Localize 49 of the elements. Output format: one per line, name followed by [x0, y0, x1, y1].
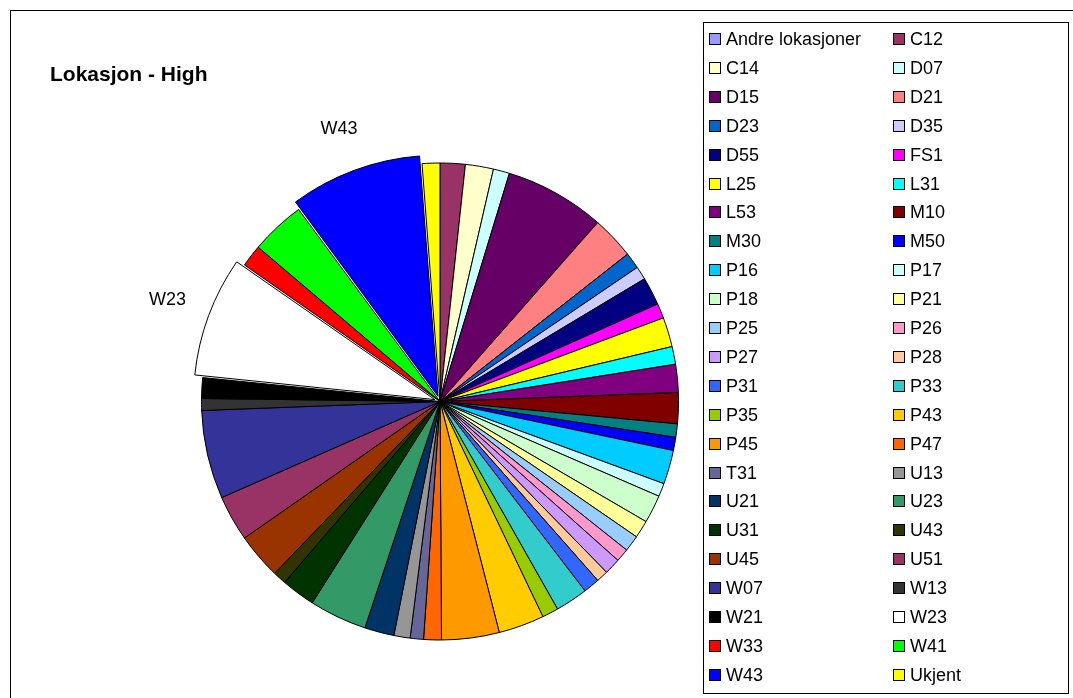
legend-label: W21 — [726, 607, 764, 627]
legend-label: D07 — [910, 57, 944, 78]
legend-label: U43 — [910, 520, 944, 541]
legend-label: FS1 — [910, 144, 944, 165]
legend-label: U45 — [726, 549, 760, 570]
legend-label: U21 — [726, 491, 760, 512]
legend-label: P33 — [910, 375, 943, 396]
legend-label: L25 — [726, 173, 757, 194]
legend-label: P17 — [910, 260, 943, 281]
legend-label: P31 — [726, 375, 759, 396]
legend-label: U31 — [726, 520, 760, 541]
legend-label: P28 — [910, 346, 943, 367]
legend-label: P25 — [726, 318, 759, 338]
legend-label: P18 — [726, 289, 759, 310]
legend-label: D35 — [910, 115, 944, 136]
legend-label: W07 — [726, 578, 764, 599]
slice-label: W43 — [320, 118, 358, 139]
legend-label: P43 — [910, 404, 943, 425]
legend-label: U23 — [910, 491, 944, 512]
legend-label: P27 — [726, 346, 759, 367]
legend-label: W33 — [726, 635, 764, 656]
legend-label: Andre lokasjoner — [726, 29, 862, 49]
legend-label: P47 — [910, 433, 943, 454]
legend-label: D55 — [726, 144, 760, 165]
legend-label: M50 — [910, 231, 946, 252]
legend-label: U13 — [910, 462, 944, 483]
legend-label: D15 — [726, 86, 760, 107]
slice-label: W23 — [149, 289, 187, 310]
legend-label: W43 — [726, 664, 764, 685]
legend-label: P16 — [726, 260, 759, 281]
text: Lokasjon - High — [50, 62, 208, 86]
legend-label: W23 — [910, 607, 948, 627]
legend-label: M10 — [910, 202, 946, 223]
legend-label: D23 — [726, 115, 760, 136]
legend-label: L31 — [910, 173, 941, 194]
legend-label: W41 — [910, 635, 948, 656]
legend-label: L53 — [726, 202, 757, 223]
legend-label: D21 — [910, 86, 944, 107]
legend-label: T31 — [726, 462, 758, 483]
legend-label: C12 — [910, 29, 944, 49]
legend-label: M30 — [726, 231, 762, 252]
legend-label: P21 — [910, 289, 943, 310]
legend-label: Ukjent — [910, 664, 962, 685]
legend-label: U51 — [910, 549, 944, 570]
legend-label: P35 — [726, 404, 759, 425]
legend-label: C14 — [726, 57, 760, 78]
legend-label: P26 — [910, 318, 943, 338]
legend-label: W13 — [910, 578, 948, 599]
legend-label: P45 — [726, 433, 759, 454]
